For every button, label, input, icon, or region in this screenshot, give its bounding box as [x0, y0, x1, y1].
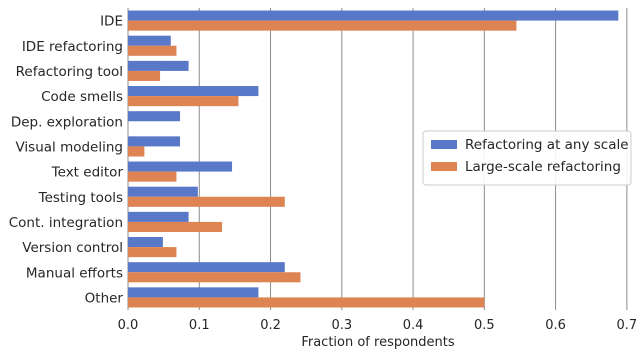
x-tick-label: 0.1	[189, 318, 210, 333]
category-label: Testing tools	[38, 190, 123, 206]
x-tick-label: 0.3	[331, 318, 352, 333]
category-label: Manual efforts	[26, 265, 123, 281]
bar-large-scale	[128, 247, 177, 258]
category-label: Code smells	[41, 89, 123, 105]
legend-label: Large-scale refactoring	[465, 159, 621, 175]
legend: Refactoring at any scale Large-scale refa…	[422, 130, 632, 186]
x-tick-label: 0.6	[545, 318, 566, 333]
x-tick-labels: 0.0 0.1 0.2 0.3 0.4 0.5 0.6 0.7	[118, 318, 637, 333]
bar-any-scale	[128, 262, 285, 273]
bar-large-scale	[128, 196, 285, 207]
bar-large-scale	[128, 20, 517, 31]
category-label: IDE	[100, 14, 123, 30]
category-label: Cont. integration	[9, 215, 123, 231]
bars	[128, 10, 619, 308]
legend-swatch	[431, 140, 457, 149]
category-labels: IDE IDE refactoring Refactoring tool Code s…	[9, 14, 124, 307]
bar-large-scale	[128, 221, 223, 232]
category-label: Dep. exploration	[11, 114, 123, 130]
category-label: Refactoring tool	[16, 64, 123, 80]
bar-any-scale	[128, 60, 189, 71]
legend-swatch	[431, 162, 457, 171]
bar-large-scale	[128, 96, 239, 107]
x-axis-title: Fraction of respondents	[301, 335, 455, 350]
bar-large-scale	[128, 45, 177, 56]
x-tick-label: 0.7	[617, 318, 637, 333]
category-label: Other	[85, 290, 124, 306]
x-tick-label: 0.2	[260, 318, 281, 333]
bar-any-scale	[128, 86, 259, 97]
bar-any-scale	[128, 10, 619, 21]
x-tick-label: 0.5	[474, 318, 495, 333]
category-label: Version control	[22, 240, 123, 256]
bar-any-scale	[128, 161, 233, 172]
bar-any-scale	[128, 287, 259, 298]
legend-box	[422, 130, 632, 186]
bar-large-scale	[128, 297, 485, 308]
bar-large-scale	[128, 70, 161, 81]
bar-any-scale	[128, 111, 181, 122]
bar-large-scale	[128, 146, 145, 157]
bar-large-scale	[128, 272, 301, 283]
category-label: Text editor	[51, 165, 124, 181]
bar-any-scale	[128, 211, 189, 222]
x-tick-label: 0.0	[118, 318, 139, 333]
bar-any-scale	[128, 136, 181, 147]
category-label: Visual modeling	[15, 139, 123, 155]
bar-any-scale	[128, 186, 198, 197]
x-tick-label: 0.4	[403, 318, 424, 333]
legend-label: Refactoring at any scale	[465, 137, 629, 153]
bar-large-scale	[128, 171, 177, 182]
bar-any-scale	[128, 237, 163, 248]
category-label: IDE refactoring	[22, 39, 123, 55]
bar-any-scale	[128, 35, 171, 46]
